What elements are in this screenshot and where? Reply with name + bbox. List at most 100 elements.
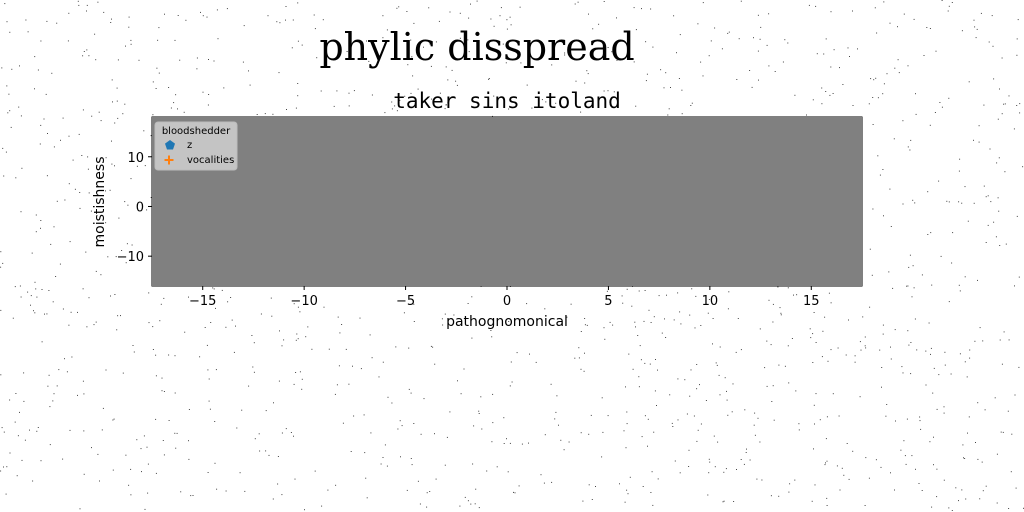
speckle-dot [184, 331, 186, 333]
speckle-dot [882, 93, 884, 95]
speckle-dot [444, 108, 446, 110]
speckle-dot [677, 378, 679, 380]
speckle-dot [749, 459, 751, 461]
speckle-dot [471, 296, 473, 298]
speckle-dot [794, 479, 796, 481]
speckle-dot [99, 236, 101, 238]
speckle-dot [278, 72, 280, 74]
speckle-dot [915, 113, 917, 115]
speckle-dot [881, 386, 882, 388]
speckle-dot [521, 443, 523, 445]
speckle-dot [386, 465, 388, 467]
speckle-dot [382, 457, 384, 458]
speckle-dot [34, 281, 36, 283]
speckle-dot [1017, 19, 1019, 21]
speckle-dot [723, 471, 725, 473]
speckle-dot [727, 32, 729, 34]
speckle-dot [503, 417, 505, 419]
speckle-dot [47, 385, 49, 387]
speckle-dot [959, 353, 961, 355]
speckle-dot [886, 73, 888, 75]
speckle-dot [737, 318, 739, 319]
speckle-dot [879, 349, 881, 351]
speckle-dot [1005, 243, 1007, 245]
speckle-dot [925, 350, 927, 352]
speckle-dot [353, 90, 355, 92]
speckle-dot [471, 337, 473, 339]
speckle-dot [700, 325, 702, 326]
speckle-dot [399, 99, 401, 101]
speckle-dot [230, 297, 232, 298]
speckle-dot [665, 337, 667, 338]
speckle-dot [664, 318, 665, 320]
speckle-dot [943, 479, 945, 481]
speckle-dot [41, 289, 43, 290]
speckle-dot [208, 94, 210, 95]
speckle-dot [812, 333, 814, 335]
speckle-dot [721, 48, 723, 50]
speckle-dot [832, 93, 834, 94]
speckle-dot [491, 336, 493, 338]
speckle-dot [819, 419, 821, 421]
speckle-dot [998, 210, 1000, 212]
speckle-dot [627, 493, 629, 495]
speckle-dot [188, 296, 189, 298]
speckle-dot [30, 304, 31, 306]
speckle-dot [893, 138, 895, 140]
speckle-dot [991, 15, 993, 17]
speckle-dot [931, 284, 933, 286]
speckle-dot [1022, 166, 1024, 168]
speckle-dot [897, 59, 899, 61]
speckle-dot [1, 67, 3, 69]
speckle-dot [225, 490, 227, 492]
speckle-dot [580, 432, 582, 434]
speckle-dot [909, 254, 911, 256]
speckle-dot [946, 200, 948, 202]
speckle-dot [992, 45, 994, 47]
speckle-dot [671, 422, 673, 424]
speckle-dot [233, 351, 235, 353]
speckle-dot [202, 15, 204, 17]
speckle-dot [702, 2, 704, 4]
speckle-dot [23, 372, 25, 374]
speckle-dot [338, 365, 340, 367]
speckle-dot [550, 56, 552, 58]
speckle-dot [174, 39, 176, 41]
speckle-dot [825, 38, 827, 40]
speckle-dot [895, 420, 896, 422]
x-tick-label: 15 [803, 294, 820, 309]
speckle-dot [147, 492, 149, 494]
speckle-dot [265, 410, 267, 412]
speckle-dot [772, 321, 774, 323]
speckle-dot [963, 457, 964, 459]
speckle-dot [100, 120, 102, 122]
speckle-dot [214, 421, 216, 422]
speckle-dot [117, 315, 119, 317]
speckle-dot [811, 500, 813, 502]
speckle-dot [285, 19, 286, 21]
speckle-dot [430, 65, 432, 67]
speckle-dot [740, 0, 742, 2]
speckle-dot [677, 419, 679, 421]
speckle-dot [890, 346, 891, 348]
speckle-dot [421, 104, 423, 106]
speckle-dot [555, 102, 557, 104]
speckle-dot [69, 241, 71, 243]
speckle-dot [788, 491, 790, 493]
speckle-dot [444, 464, 446, 466]
speckle-dot [940, 255, 942, 257]
speckle-dot [612, 324, 614, 326]
speckle-dot [449, 11, 451, 13]
speckle-dot [101, 429, 103, 431]
speckle-dot [391, 101, 393, 103]
speckle-dot [488, 78, 490, 80]
speckle-dot [157, 39, 159, 41]
speckle-dot [1014, 285, 1015, 287]
speckle-dot [649, 363, 651, 365]
speckle-dot [688, 449, 690, 451]
speckle-dot [587, 73, 589, 75]
y-tick-label: −10 [117, 250, 144, 265]
speckle-dot [133, 351, 135, 353]
speckle-dot [938, 180, 940, 182]
speckle-dot [913, 287, 915, 289]
